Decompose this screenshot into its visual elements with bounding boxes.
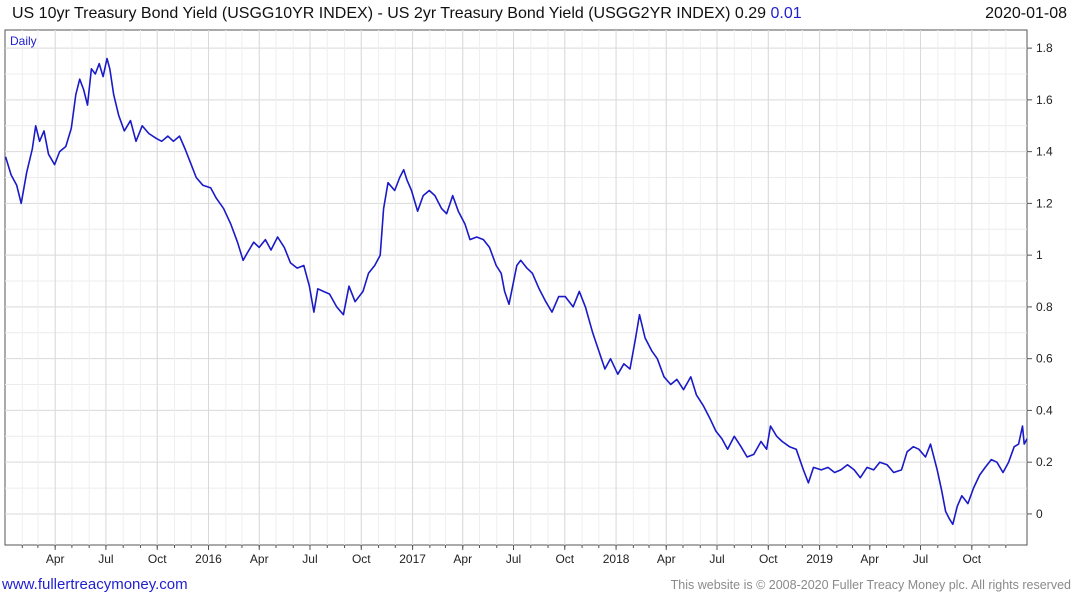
x-tick-label: Jul bbox=[709, 552, 724, 566]
x-tick-label: Jul bbox=[913, 552, 928, 566]
x-tick-label: Jul bbox=[302, 552, 317, 566]
x-tick-label: Apr bbox=[860, 552, 879, 566]
y-tick-label: 0 bbox=[1036, 507, 1043, 521]
y-tick-label: 1.2 bbox=[1036, 196, 1053, 210]
x-axis: Apr Jul Oct 2016 Apr Jul Oct 2017 Apr Jul Oct 2018 A… bbox=[21, 545, 1007, 566]
grid bbox=[5, 30, 1027, 545]
chart-header: US 10yr Treasury Bond Yield (USGG10YR IN… bbox=[12, 5, 1067, 27]
y-tick-label: 0.2 bbox=[1036, 455, 1053, 469]
x-tick-label: Jul bbox=[506, 552, 521, 566]
y-tick-label: 0.6 bbox=[1036, 352, 1053, 366]
y-axis: 0 0.2 0.4 0.6 0.8 1 1.2 1.4 1.6 1.8 bbox=[1027, 41, 1053, 521]
x-tick-label: Oct bbox=[148, 552, 167, 566]
x-tick-label: Apr bbox=[46, 552, 65, 566]
x-tick-label: 2018 bbox=[603, 552, 630, 566]
x-tick-label: Oct bbox=[555, 552, 574, 566]
copyright-notice: This website is © 2008-2020 Fuller Treac… bbox=[670, 578, 1071, 592]
y-tick-label: 1 bbox=[1036, 248, 1043, 262]
chart-title: US 10yr Treasury Bond Yield (USGG10YR IN… bbox=[12, 5, 731, 22]
x-tick-label: Apr bbox=[453, 552, 472, 566]
x-tick-label: 2017 bbox=[399, 552, 426, 566]
series-line bbox=[4, 57, 1028, 526]
site-link[interactable]: www.fullertreacymoney.com bbox=[2, 576, 188, 593]
y-tick-label: 1.6 bbox=[1036, 93, 1053, 107]
x-tick-label: 2019 bbox=[806, 552, 833, 566]
y-tick-label: 0.4 bbox=[1036, 403, 1053, 417]
y-tick-label: 1.4 bbox=[1036, 145, 1053, 159]
x-tick-label: Jul bbox=[98, 552, 113, 566]
chart-date: 2020-01-08 bbox=[985, 5, 1067, 22]
x-tick-label: Oct bbox=[759, 552, 778, 566]
x-tick-label: Apr bbox=[250, 552, 269, 566]
y-tick-label: 0.8 bbox=[1036, 300, 1053, 314]
plot-area bbox=[4, 29, 1028, 546]
x-tick-label: Oct bbox=[352, 552, 371, 566]
y-tick-label: 1.8 bbox=[1036, 41, 1053, 55]
series-group bbox=[4, 57, 1028, 526]
change-value: 0.01 bbox=[770, 5, 802, 22]
x-tick-label: 2016 bbox=[195, 552, 222, 566]
last-value: 0.29 bbox=[734, 5, 767, 22]
x-tick-label: Oct bbox=[962, 552, 981, 566]
x-tick-label: Apr bbox=[657, 552, 676, 566]
frequency-label: Daily bbox=[10, 34, 37, 48]
